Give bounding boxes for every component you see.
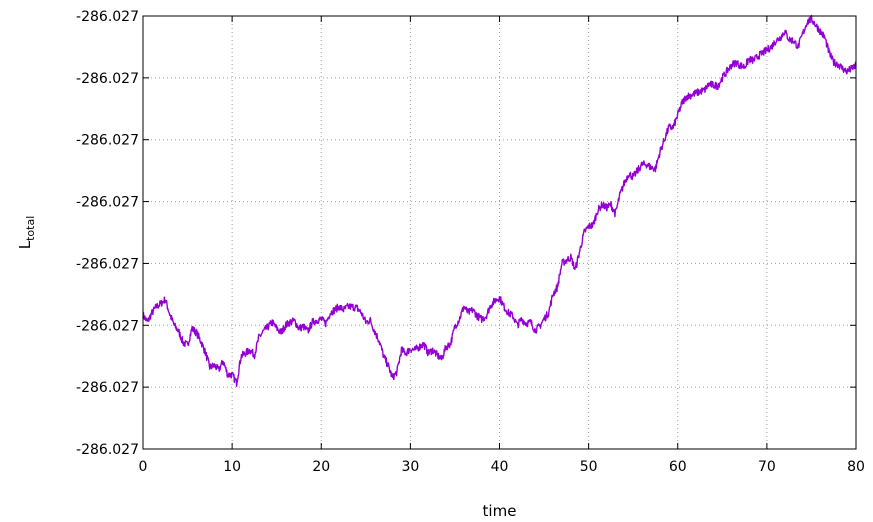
x-tick-label: 40 bbox=[491, 459, 509, 475]
y-tick-label: -286.027 bbox=[76, 71, 139, 87]
x-tick-label: 70 bbox=[758, 459, 776, 475]
y-axis-label-main: L bbox=[16, 240, 34, 249]
grid-lines bbox=[143, 16, 856, 449]
x-axis-label: time bbox=[483, 502, 517, 520]
x-tick-label: 30 bbox=[401, 459, 419, 475]
data-series-line bbox=[142, 14, 857, 387]
x-tick-label: 60 bbox=[669, 459, 687, 475]
y-tick-label: -286.027 bbox=[76, 9, 139, 25]
y-axis-ticks: -286.027 -286.027 -286.027 -286.027 -286.027… bbox=[76, 9, 856, 458]
x-tick-label: 20 bbox=[312, 459, 330, 475]
y-tick-label: -286.027 bbox=[76, 133, 139, 149]
x-tick-label: 10 bbox=[223, 459, 241, 475]
y-tick-label: -286.027 bbox=[76, 318, 139, 334]
y-tick-label: -286.027 bbox=[76, 195, 139, 211]
y-axis-label-subscript: total bbox=[24, 216, 37, 241]
x-axis-ticks: 0 10 20 30 40 50 60 70 80 bbox=[139, 16, 865, 475]
y-tick-label: -286.027 bbox=[76, 380, 139, 396]
y-tick-label: -286.027 bbox=[76, 256, 139, 272]
x-tick-label: 50 bbox=[580, 459, 598, 475]
x-tick-label: 0 bbox=[139, 459, 148, 475]
y-axis-label: Ltotal bbox=[16, 216, 37, 250]
y-tick-label: -286.027 bbox=[76, 442, 139, 458]
x-tick-label: 80 bbox=[847, 459, 865, 475]
